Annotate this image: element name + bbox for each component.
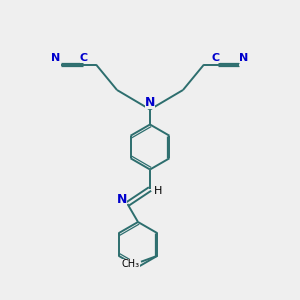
Text: CH₃: CH₃ — [122, 259, 140, 269]
Text: N: N — [52, 53, 61, 63]
Text: N: N — [145, 96, 155, 110]
Text: N: N — [239, 53, 248, 63]
Text: C: C — [212, 53, 220, 63]
Text: N: N — [117, 193, 127, 206]
Text: H: H — [154, 185, 163, 196]
Text: C: C — [80, 53, 88, 63]
